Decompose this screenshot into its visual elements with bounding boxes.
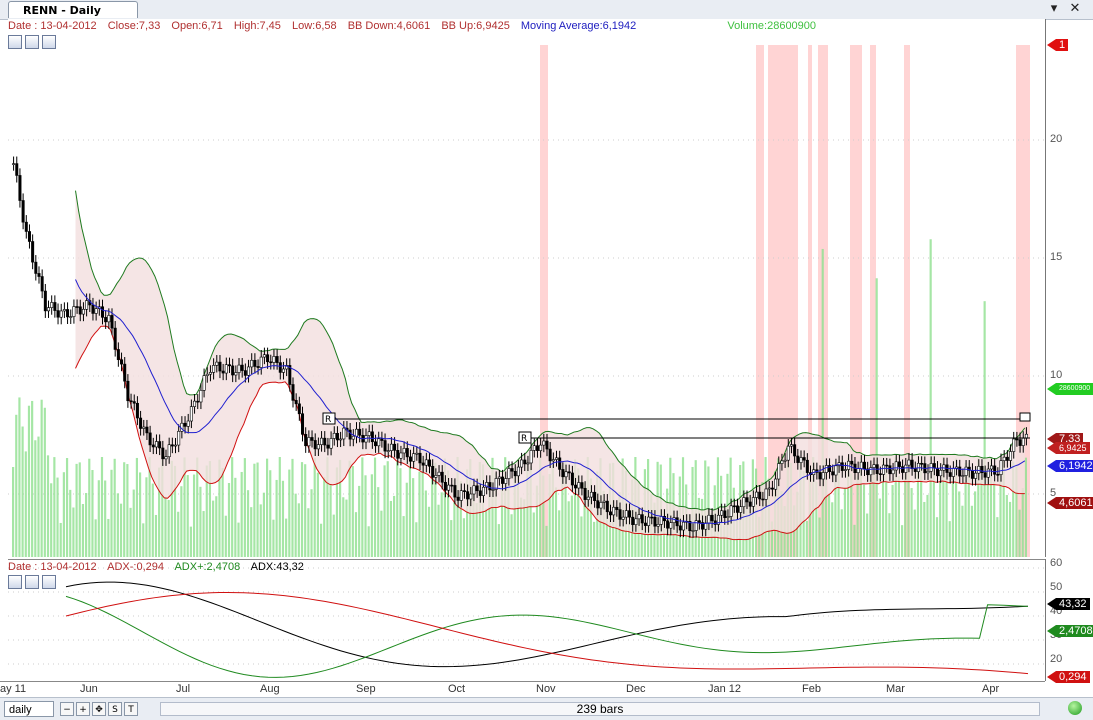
zoom-out-icon[interactable]: − xyxy=(60,702,74,716)
marker-r2 xyxy=(518,431,532,444)
s-button[interactable]: S xyxy=(108,702,122,716)
ma-tag: 6,1942 xyxy=(1047,460,1093,472)
adx-tick-60: 60 xyxy=(1050,557,1063,569)
adx-grid xyxy=(8,567,1045,665)
adx-info-minus: ADX-:0,294 xyxy=(107,561,164,573)
chart-icon[interactable] xyxy=(8,35,22,49)
info-volume: Volume:28600900 xyxy=(727,20,817,32)
bars-count: 239 bars xyxy=(576,702,624,716)
adx-chart-icon[interactable] xyxy=(8,575,22,589)
adx-lines xyxy=(65,581,1029,678)
title-bar: RENN - Daily ▾ ✕ xyxy=(0,0,1093,20)
xlabel-dec: Dec xyxy=(626,683,646,695)
xlabel-may: ay 11 xyxy=(0,683,27,695)
adx-settings-icon[interactable] xyxy=(25,575,39,589)
tick-10: 10 xyxy=(1050,369,1063,381)
interval-select[interactable]: daily xyxy=(4,701,54,717)
xlabel-jul: Jul xyxy=(176,683,191,695)
adx-info-adx: ADX:43,32 xyxy=(250,561,304,573)
price-axis: 20 15 10 5 1 28600900 7,33 6,9425 6,1942… xyxy=(1045,19,1093,557)
xlabel-jan12: Jan 12 xyxy=(708,683,742,695)
adx-info-line: Date : 13-04-2012 ADX-:0,294 ADX+:2,4708… xyxy=(8,561,312,573)
alert-tag: 1 xyxy=(1046,39,1069,51)
adx-tick-50: 50 xyxy=(1050,581,1063,593)
adx-info-plus: ADX+:2,4708 xyxy=(174,561,241,573)
tick-15: 15 xyxy=(1050,251,1063,263)
info-moving-average: Moving Average:6,1942 xyxy=(520,20,637,32)
edit-chart-icon[interactable] xyxy=(42,35,56,49)
bb-up-tag: 6,9425 xyxy=(1047,442,1090,454)
tick-20: 20 xyxy=(1050,133,1063,145)
green-status-icon[interactable] xyxy=(1068,701,1082,715)
adx-minus-tag: 0,294 xyxy=(1047,671,1090,683)
marker-r2-label: R xyxy=(521,434,527,444)
xlabel-apr: Apr xyxy=(982,683,1000,695)
info-close: Close:7,33 xyxy=(107,20,161,32)
info-low: Low:6,58 xyxy=(291,20,337,32)
candlesticks xyxy=(12,156,1028,538)
price-pane[interactable]: R R xyxy=(8,19,1045,557)
bb-down-tag: 4,6061 xyxy=(1047,497,1093,509)
adx-plus-tag: 2,4708 xyxy=(1047,625,1093,637)
adx-tool-icons xyxy=(8,575,56,589)
chart-tab[interactable]: RENN - Daily xyxy=(8,1,138,18)
chart-settings-icon[interactable] xyxy=(25,35,39,49)
xlabel-sep: Sep xyxy=(356,683,376,695)
adx-info-date: Date : 13-04-2012 xyxy=(8,561,97,573)
tick-5: 5 xyxy=(1050,487,1057,499)
date-axis: ay 11 Jun Jul Aug Sep Oct Nov Dec Jan 12… xyxy=(0,681,1045,698)
info-high: High:7,45 xyxy=(233,20,281,32)
adx-chart xyxy=(8,567,1045,678)
xlabel-mar: Mar xyxy=(886,683,905,695)
adx-tag: 43,32 xyxy=(1047,598,1090,610)
marker-r1 xyxy=(322,412,336,425)
info-bb-up: BB Up:6,9425 xyxy=(441,20,510,32)
adx-axis: 60 50 40 30 20 43,32 2,4708 0,294 xyxy=(1045,557,1093,683)
xlabel-feb: Feb xyxy=(802,683,821,695)
xlabel-nov: Nov xyxy=(536,683,556,695)
info-open: Open:6,71 xyxy=(171,20,223,32)
menu-dropdown-icon[interactable]: ▾ xyxy=(1050,1,1058,16)
price-chart: R R xyxy=(8,45,1045,557)
t-button[interactable]: T xyxy=(124,702,138,716)
resistance-lines: R R xyxy=(322,412,1031,444)
zoom-in-icon[interactable]: + xyxy=(76,702,90,716)
adx-pane[interactable] xyxy=(8,559,1045,682)
price-tool-icons xyxy=(8,35,56,49)
moving-average-line xyxy=(75,279,1026,525)
price-info-line: Date : 13-04-2012 Close:7,33 Open:6,71 H… xyxy=(8,20,824,32)
adx-tick-20: 20 xyxy=(1050,653,1063,665)
close-icon[interactable]: ✕ xyxy=(1069,1,1081,16)
xlabel-jun: Jun xyxy=(80,683,98,695)
pan-icon[interactable]: ✥ xyxy=(92,702,106,716)
info-bb-down: BB Down:4,6061 xyxy=(347,20,431,32)
marker-r1-label: R xyxy=(325,415,331,425)
xlabel-aug: Aug xyxy=(260,683,280,695)
marker-box xyxy=(1019,412,1031,422)
xlabel-oct: Oct xyxy=(448,683,466,695)
bar-scrollbar[interactable]: 239 bars xyxy=(160,702,1040,716)
adx-edit-icon[interactable] xyxy=(42,575,56,589)
info-date: Date : 13-04-2012 xyxy=(8,20,97,32)
status-bar: daily − + ✥ S T 239 bars xyxy=(0,697,1093,720)
volume-tag: 28600900 xyxy=(1046,383,1093,395)
